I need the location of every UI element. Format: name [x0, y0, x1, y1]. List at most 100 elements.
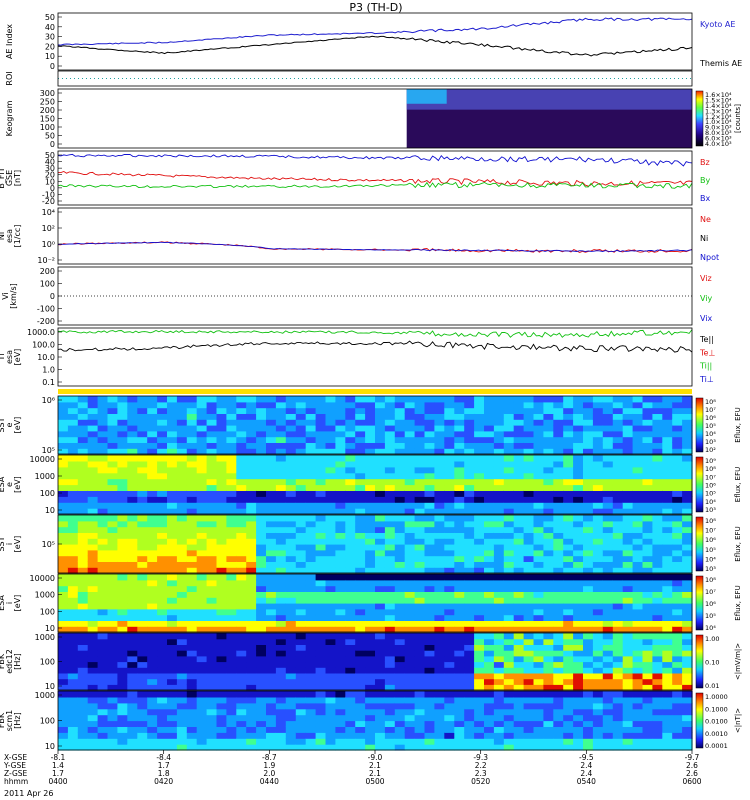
spectrogram-cell: [672, 549, 683, 557]
spectrogram-cell: [662, 561, 673, 568]
spectrogram-cell: [275, 515, 287, 522]
spectrogram-cell: [256, 508, 267, 515]
spectrogram-cell: [583, 567, 594, 574]
spectrogram-cell: [484, 650, 495, 657]
spectrogram-cell: [67, 419, 79, 426]
spectrogram-cell: [424, 544, 435, 551]
colorbar-tick: 10⁸: [705, 398, 716, 406]
spectrogram-cell: [682, 532, 693, 539]
spectrogram-cell: [434, 448, 445, 455]
spectrogram-cell: [157, 661, 168, 668]
spectrogram-cell: [414, 448, 426, 455]
spectrogram-cell: [137, 650, 148, 657]
spectrogram-cell: [583, 626, 594, 633]
spectrogram-cell: [355, 413, 366, 420]
spectrogram-cell: [394, 490, 406, 497]
spectrogram-cell: [375, 538, 386, 545]
spectrogram-cell: [652, 561, 663, 568]
spectrogram-cell: [58, 460, 69, 468]
spectrogram-cell: [127, 738, 138, 745]
spectrogram-cell: [612, 436, 624, 443]
spectrogram-cell: [295, 614, 307, 621]
spectrogram-cell: [355, 633, 366, 640]
spectrogram-cell: [67, 638, 79, 645]
spectrogram-cell: [375, 549, 386, 557]
spectrogram-cell: [523, 579, 535, 587]
y-tick-label: 1.0: [42, 366, 55, 375]
spectrogram-cell: [226, 574, 237, 581]
spectrogram-cell: [196, 678, 208, 685]
spectrogram-cell: [493, 579, 505, 587]
spectrogram-cell: [493, 672, 505, 680]
spectrogram-cell: [206, 401, 218, 409]
spectrogram-cell: [592, 561, 604, 568]
spectrogram-cell: [167, 702, 178, 710]
spectrogram-cell: [563, 484, 574, 491]
spectrogram-cell: [147, 650, 158, 657]
spectrogram-cell: [682, 597, 693, 604]
spectrogram-cell: [474, 478, 485, 486]
spectrogram-cell: [305, 678, 317, 685]
spectrogram-cell: [226, 708, 237, 716]
spectrogram-cell: [295, 726, 307, 733]
spectrogram-cell: [404, 678, 416, 685]
spectrogram-cell: [275, 726, 287, 733]
spectrogram-cell: [186, 738, 198, 745]
spectrogram-cell: [484, 579, 495, 587]
spectrogram-cell: [117, 425, 128, 432]
spectrogram-cell: [384, 396, 396, 403]
x-tick-label: 2.6: [686, 761, 698, 770]
spectrogram-cell: [97, 396, 109, 403]
spectrogram-cell: [137, 702, 148, 710]
spectrogram-cell: [216, 549, 227, 557]
spectrogram-cell: [384, 413, 396, 420]
spectrogram-cell: [58, 638, 69, 645]
spectrogram-cell: [345, 561, 356, 568]
spectrogram-cell: [454, 430, 465, 438]
spectrogram-cell: [137, 608, 148, 616]
spectrogram-cell: [127, 549, 138, 557]
spectrogram-cell: [137, 472, 148, 480]
spectrogram-cell: [266, 478, 277, 486]
spectrogram-cell: [365, 633, 376, 640]
spectrogram-cell: [176, 620, 188, 627]
spectrogram-cell: [523, 460, 535, 468]
spectrogram-cell: [583, 633, 594, 640]
spectrogram-cell: [375, 515, 386, 522]
spectrogram-cell: [226, 667, 237, 674]
spectrogram-cell: [285, 574, 297, 581]
spectrogram-cell: [58, 436, 69, 443]
spectrogram-cell: [325, 490, 336, 497]
spectrogram-cell: [394, 620, 406, 627]
spectrogram-cell: [484, 430, 495, 438]
spectrogram-cell: [167, 413, 178, 420]
spectrogram-cell: [127, 655, 138, 663]
spectrogram-cell: [315, 720, 327, 727]
spectrogram-cell: [196, 419, 208, 426]
spectrogram-cell: [375, 472, 386, 480]
spectrogram-cell: [394, 401, 406, 409]
spectrogram-cell: [127, 561, 138, 568]
date-label: 2011 Apr 26: [4, 789, 53, 798]
spectrogram-cell: [107, 413, 118, 420]
spectrogram-cell: [365, 538, 376, 545]
spectrogram-cell: [682, 549, 693, 557]
spectrogram-cell: [315, 561, 327, 568]
spectrogram-cell: [632, 744, 644, 751]
spectrogram-cell: [612, 678, 624, 685]
spectrogram-cell: [335, 732, 346, 739]
spectrogram-cell: [682, 574, 693, 581]
spectrogram-cell: [325, 425, 336, 432]
spectrogram-cell: [236, 490, 247, 497]
spectrogram-cell: [365, 490, 376, 497]
spectrogram-cell: [186, 455, 198, 462]
spectrogram-cell: [127, 460, 138, 468]
spectrogram-cell: [583, 714, 594, 722]
spectrogram-cell: [414, 496, 426, 503]
spectrogram-cell: [662, 626, 673, 633]
spectrogram-cell: [493, 442, 505, 449]
spectrogram-cell: [652, 672, 663, 680]
spectrogram-cell: [315, 538, 327, 545]
spectrogram-cell: [196, 496, 208, 503]
spectrogram-cell: [266, 585, 277, 592]
